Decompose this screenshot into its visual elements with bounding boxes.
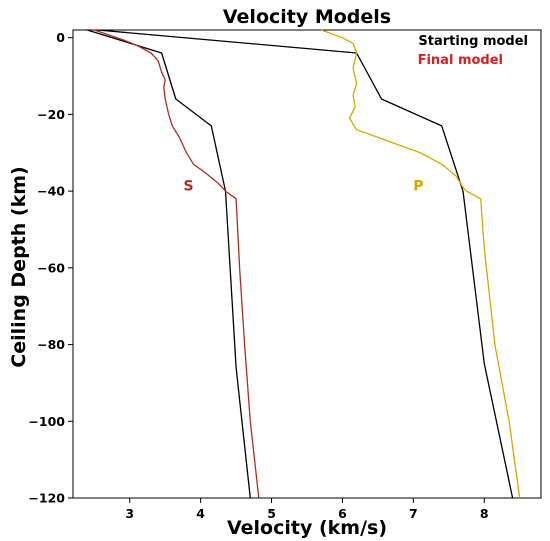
y-tick-label: −20 xyxy=(37,107,65,122)
y-tick-label: −80 xyxy=(37,337,65,352)
annotation-s-wave: S xyxy=(184,178,194,194)
y-axis-label: Ceiling Depth (km) xyxy=(8,166,30,367)
ticks-layer: 3 4 5 6 7 8 0 −20 −40 −60 −80 −100 −120 xyxy=(28,30,488,521)
x-tick-label: 4 xyxy=(196,506,205,521)
series-line-final-model-s xyxy=(94,29,260,499)
y-tick-label: −100 xyxy=(28,414,65,429)
y-tick-label: −60 xyxy=(37,260,65,275)
series-line-starting-model-p xyxy=(97,29,514,499)
x-axis-label: Velocity (km/s) xyxy=(227,517,387,539)
x-tick-label: 7 xyxy=(409,506,418,521)
series-line-final-model-p xyxy=(320,29,521,499)
series-layer xyxy=(87,29,521,499)
x-tick-label: 6 xyxy=(338,506,347,521)
legend-entry-final-model: Final model xyxy=(418,53,503,68)
annotation-p-wave: P xyxy=(413,178,423,194)
legend: Starting model Final model xyxy=(418,34,528,68)
y-tick-label: 0 xyxy=(56,30,65,45)
legend-entry-starting-model: Starting model xyxy=(418,34,528,49)
chart-title: Velocity Models xyxy=(223,6,391,28)
series-line-starting-model-s xyxy=(87,29,251,499)
plot-area xyxy=(72,29,542,499)
x-tick-label: 3 xyxy=(125,506,134,521)
y-tick-label: −40 xyxy=(37,184,65,199)
plot-frame xyxy=(72,29,542,499)
x-tick-label: 5 xyxy=(267,506,276,521)
x-tick-label: 8 xyxy=(480,506,489,521)
y-tick-label: −120 xyxy=(28,491,65,506)
